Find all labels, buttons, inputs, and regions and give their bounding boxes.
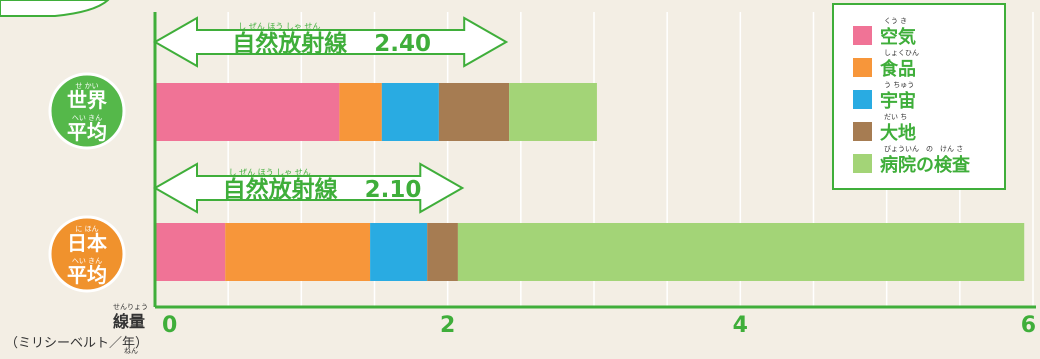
legend-ruby-1: しょくひん: [884, 49, 919, 57]
annotation-ruby-1: し ぜん ほう しゃ せん: [229, 168, 311, 177]
annotation-value-0: 2.40: [374, 31, 431, 57]
bar-segment-0-1: [339, 83, 382, 141]
annotation-arrow-0: [152, 16, 509, 68]
bar-segment-0-2: [381, 83, 439, 141]
category-ruby-2-1: へい きん: [72, 257, 102, 265]
legend-ruby-4: びょういん の けん さ: [884, 145, 963, 153]
corner-bubble-shape: [0, 0, 110, 17]
annotation-label-1: 自然放射線: [223, 176, 338, 203]
category-label-2-1: 平均: [67, 263, 107, 287]
category-label-2-0: 平均: [67, 120, 107, 144]
x-tick-label-0: 0: [162, 313, 177, 338]
bar-segment-1-4: [457, 223, 1025, 281]
legend-label-3: 大地: [880, 122, 916, 144]
category-ruby-1-1: に ほん: [75, 225, 98, 233]
bar-segment-1-0: [155, 223, 226, 281]
legend-label-1: 食品: [879, 58, 916, 80]
category-badge-1: [48, 215, 126, 293]
legend-swatch-2: [853, 90, 872, 109]
x-axis-unit-ruby: ねん: [124, 347, 138, 355]
legend-swatch-0: [853, 26, 872, 45]
category-badge-0: [48, 72, 126, 150]
legend-ruby-2: う ちゅう: [884, 81, 914, 89]
category-ruby-1-0: せ かい: [75, 82, 98, 90]
x-axis-label-ruby: せんりょう: [113, 303, 148, 311]
bar-segment-1-3: [427, 223, 458, 281]
bar-segment-1-1: [225, 223, 371, 281]
legend-label-0: 空気: [880, 26, 916, 48]
legend-label-4: 病院の検査: [880, 154, 970, 176]
bar-segment-0-3: [438, 83, 510, 141]
legend-swatch-3: [853, 122, 872, 141]
bar-segment-1-2: [370, 223, 428, 281]
x-tick-label-2: 4: [733, 313, 748, 338]
legend-swatch-1: [853, 58, 872, 77]
legend-ruby-0: くう き: [884, 17, 907, 25]
legend-swatch-4: [853, 154, 872, 173]
x-axis-label: 線量: [113, 312, 145, 331]
annotation-value-1: 2.10: [365, 177, 422, 203]
bar-segment-0-0: [155, 83, 340, 141]
legend-label-2: 宇宙: [880, 90, 916, 112]
annotation-arrow-1: [152, 162, 465, 214]
x-tick-label-1: 2: [440, 313, 455, 338]
x-axis-unit: （ミリシーベルト／年）: [5, 336, 148, 351]
annotation-ruby-0: し ぜん ほう しゃ せん: [238, 22, 320, 31]
bar-segment-0-4: [509, 83, 597, 141]
legend-ruby-3: だい ち: [884, 113, 907, 121]
x-tick-label-3: 6: [1021, 313, 1036, 338]
category-ruby-2-0: へい きん: [72, 114, 102, 122]
category-label-1-1: 日本: [67, 231, 107, 255]
annotation-label-0: 自然放射線: [232, 30, 347, 57]
category-label-1-0: 世界: [67, 88, 107, 112]
